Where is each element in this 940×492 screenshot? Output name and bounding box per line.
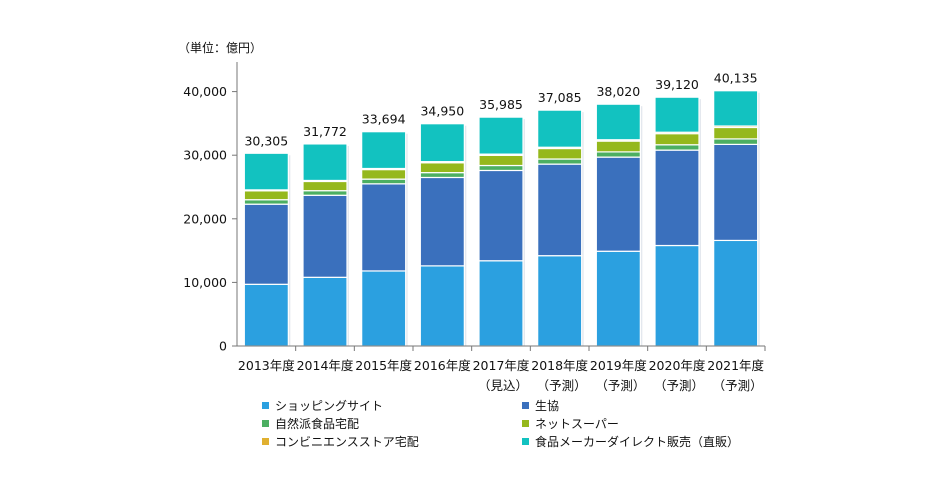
bar-segment-net-super bbox=[537, 147, 583, 160]
bar-segment-coop bbox=[537, 163, 583, 257]
x-tick-label: 2019年度 bbox=[590, 358, 647, 373]
legend-item-natural-food: 自然派食品宅配 bbox=[262, 416, 522, 431]
legend-swatch-net-super bbox=[522, 420, 529, 427]
bar-segment-maker-direct bbox=[595, 103, 641, 141]
bar-segment-natural-food bbox=[595, 151, 641, 158]
bar-segment-coop bbox=[595, 156, 641, 252]
bar-segment-shopping-site bbox=[243, 283, 289, 347]
bar-segment-net-super bbox=[478, 154, 524, 167]
bar-segment-maker-direct bbox=[302, 143, 348, 182]
bar-segment-net-super bbox=[419, 162, 465, 174]
bar-segment-maker-direct bbox=[361, 131, 407, 170]
bar-segment-natural-food bbox=[537, 158, 583, 165]
bar-segment-natural-food bbox=[713, 138, 759, 145]
x-tick-label: 2015年度 bbox=[355, 358, 412, 373]
legend: ショッピングサイト 生協 自然派食品宅配 ネットスーパー コンビニエンスストア宅… bbox=[262, 398, 782, 449]
bar-segment-net-super bbox=[654, 133, 700, 146]
bar-segment-shopping-site bbox=[302, 276, 348, 347]
bar-segment-maker-direct bbox=[537, 109, 583, 148]
bar-segment-shopping-site bbox=[419, 265, 465, 347]
legend-item-net-super: ネットスーパー bbox=[522, 416, 782, 431]
x-tick-sublabel: （予測） bbox=[537, 378, 587, 393]
bar-segment-natural-food bbox=[419, 172, 465, 179]
bar-segment-net-super bbox=[713, 126, 759, 140]
bar-segment-coop bbox=[478, 169, 524, 262]
legend-swatch-maker-direct bbox=[522, 438, 529, 445]
y-tick-label: 30,000 bbox=[183, 148, 227, 163]
total-label: 34,950 bbox=[420, 104, 464, 119]
x-tick-label: 2018年度 bbox=[531, 358, 588, 373]
total-label: 30,305 bbox=[244, 133, 288, 148]
x-tick-label: 2017年度 bbox=[473, 358, 530, 373]
bar-segment-maker-direct bbox=[243, 152, 289, 191]
y-tick-label: 10,000 bbox=[183, 275, 227, 290]
legend-label: 自然派食品宅配 bbox=[275, 417, 360, 431]
total-label: 33,694 bbox=[362, 112, 406, 127]
x-tick-label: 2020年度 bbox=[649, 358, 706, 373]
legend-item-convenience-store: コンビニエンスストア宅配 bbox=[262, 434, 522, 449]
bar-segment-natural-food bbox=[243, 199, 289, 205]
y-tick-label: 20,000 bbox=[183, 211, 227, 226]
legend-swatch-natural-food bbox=[262, 420, 269, 427]
x-tick-label: 2013年度 bbox=[238, 358, 295, 373]
bars-group: 30,305 31,772 33,694 34,950 35,985 37,085 38,0… bbox=[243, 71, 760, 347]
total-label: 35,985 bbox=[479, 97, 523, 112]
bar-segment-natural-food bbox=[361, 178, 407, 185]
y-tick-label: 40,000 bbox=[183, 84, 227, 99]
legend-item-maker-direct: 食品メーカーダイレクト販売（直販） bbox=[522, 434, 782, 449]
bar-segment-net-super bbox=[595, 140, 641, 153]
bar-segment-net-super bbox=[243, 190, 289, 201]
x-tick-label: 2014年度 bbox=[297, 358, 354, 373]
bar-segment-shopping-site bbox=[478, 260, 524, 347]
bar-segment-coop bbox=[654, 149, 700, 247]
bar-segment-maker-direct bbox=[713, 90, 759, 127]
total-label: 39,120 bbox=[655, 77, 699, 92]
legend-item-coop: 生協 bbox=[522, 398, 782, 413]
bar-segment-shopping-site bbox=[713, 239, 759, 347]
x-tick-sublabel: （見込） bbox=[478, 378, 528, 393]
x-tick-label: 2016年度 bbox=[414, 358, 471, 373]
bar-segment-natural-food bbox=[302, 190, 348, 196]
stacked-bar-chart: （単位：億円） 30,305 31,772 33,694 34,950 35,985 37… bbox=[178, 40, 766, 393]
x-tick-sublabel: （予測） bbox=[713, 378, 763, 393]
total-label: 31,772 bbox=[303, 124, 347, 139]
legend-swatch-coop bbox=[522, 402, 529, 409]
legend-item-shopping-site: ショッピングサイト bbox=[262, 398, 522, 413]
total-label: 40,135 bbox=[714, 71, 758, 86]
bar-segment-shopping-site bbox=[654, 244, 700, 347]
bar-segment-natural-food bbox=[654, 144, 700, 151]
axes-group: 2013年度 2014年度 2015年度 2016年度 2017年度 （見込）2018年度… bbox=[183, 62, 766, 393]
legend-swatch-shopping-site bbox=[262, 402, 269, 409]
x-tick-sublabel: （予測） bbox=[654, 378, 704, 393]
unit-label: （単位：億円） bbox=[178, 40, 262, 55]
bar-segment-maker-direct bbox=[654, 96, 700, 133]
bar-segment-net-super bbox=[361, 168, 407, 180]
bar-segment-natural-food bbox=[478, 164, 524, 172]
total-label: 38,020 bbox=[596, 84, 640, 99]
total-label: 37,085 bbox=[538, 90, 582, 105]
bar-segment-coop bbox=[713, 143, 759, 242]
x-tick-sublabel: （予測） bbox=[595, 378, 645, 393]
legend-label: 食品メーカーダイレクト販売（直販） bbox=[535, 435, 740, 449]
bar-segment-maker-direct bbox=[419, 123, 465, 163]
bar-segment-net-super bbox=[302, 180, 348, 192]
bar-segment-coop bbox=[302, 194, 348, 278]
legend-swatch-convenience-store bbox=[262, 438, 269, 445]
legend-label: 生協 bbox=[535, 399, 560, 413]
bar-segment-shopping-site bbox=[537, 255, 583, 347]
legend-label: コンビニエンスストア宅配 bbox=[275, 435, 419, 449]
legend-label: ネットスーパー bbox=[535, 417, 619, 431]
bar-segment-coop bbox=[243, 203, 289, 285]
x-tick-label: 2021年度 bbox=[707, 358, 764, 373]
legend-label: ショッピングサイト bbox=[275, 399, 384, 413]
bar-segment-coop bbox=[361, 183, 407, 272]
bar-segment-shopping-site bbox=[595, 250, 641, 347]
bar-segment-maker-direct bbox=[478, 116, 524, 155]
bar-segment-shopping-site bbox=[361, 270, 407, 347]
y-tick-label: 0 bbox=[219, 339, 227, 354]
bar-segment-coop bbox=[419, 176, 465, 267]
